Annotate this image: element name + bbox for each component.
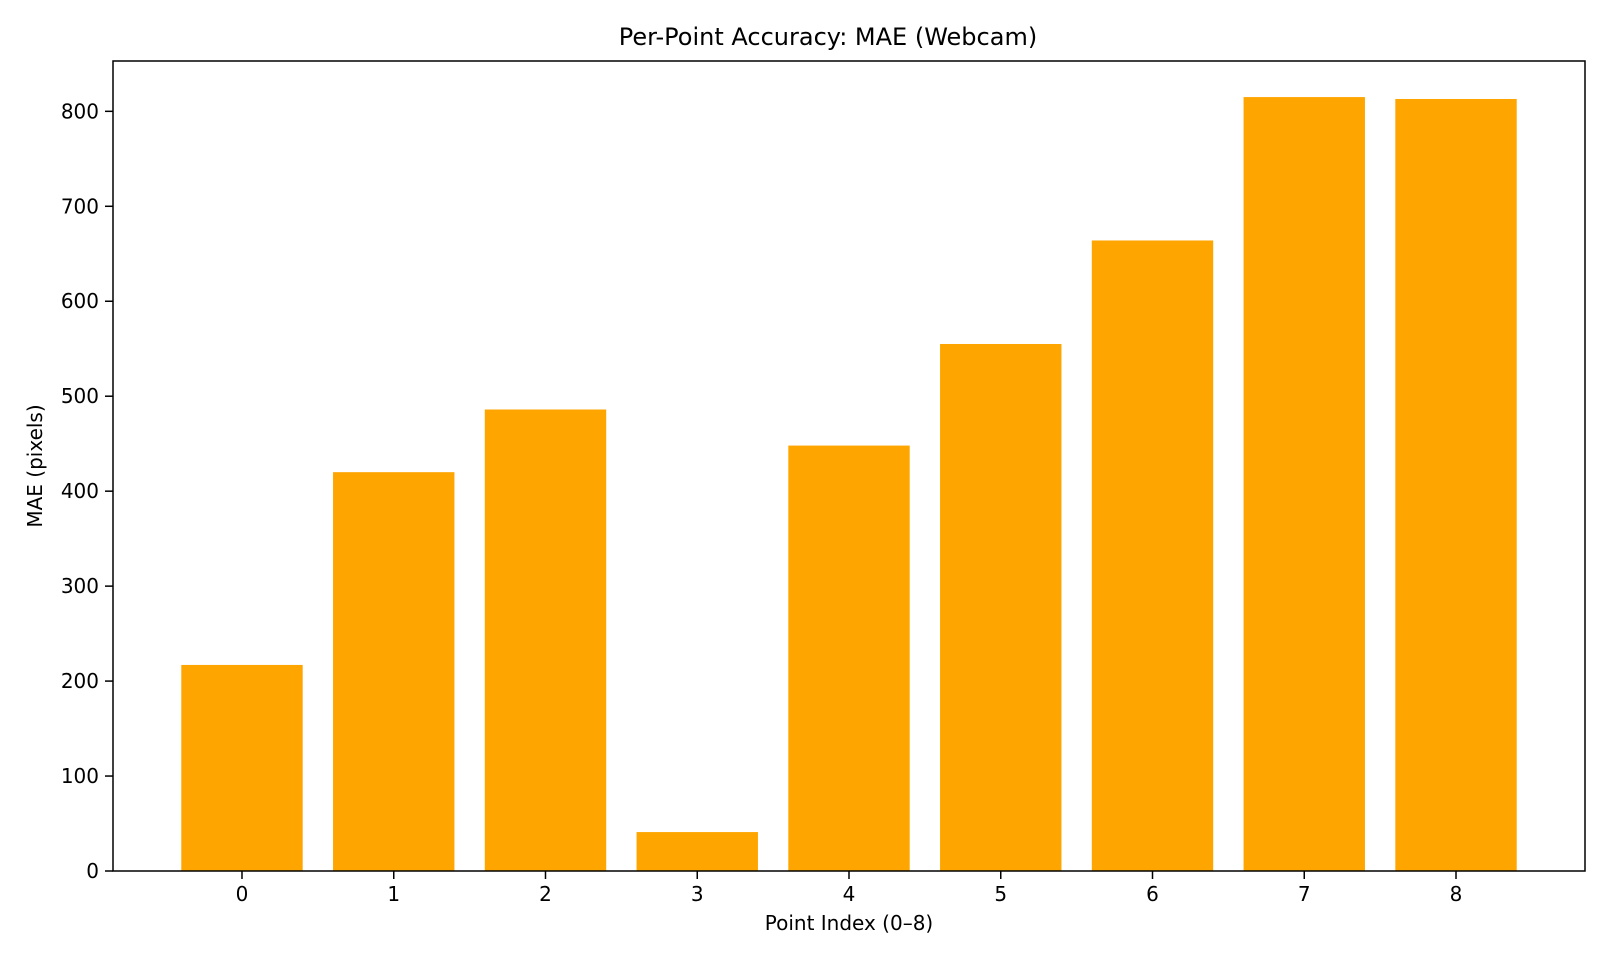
y-tick-label-500: 500 [61,384,99,408]
y-tick-label-300: 300 [61,574,99,598]
y-tick-label-0: 0 [86,859,99,883]
bar-8 [1395,98,1517,872]
bar-7 [1243,97,1365,871]
x-tick-label-8: 8 [1450,882,1463,906]
bar-2 [484,409,607,871]
x-tick-label-2: 2 [539,882,552,906]
bar-4 [788,445,910,871]
y-tick-label-600: 600 [61,289,99,313]
x-tick-label-1: 1 [387,882,400,906]
x-tick-label-0: 0 [236,882,249,906]
bar-0 [181,664,303,871]
x-tick-label-7: 7 [1298,882,1311,906]
bar-1 [333,472,455,871]
y-tick-label-700: 700 [61,194,99,218]
chart-title: Per-Point Accuracy: MAE (Webcam) [619,23,1037,51]
x-tick-label-4: 4 [843,882,856,906]
x-tick-label-3: 3 [691,882,704,906]
y-tick-label-100: 100 [61,764,99,788]
x-axis-label: Point Index (0–8) [765,911,934,935]
x-tick-label-6: 6 [1146,882,1159,906]
bars-group [181,97,1517,872]
y-tick-label-200: 200 [61,669,99,693]
bar-5 [940,343,1062,872]
y-axis: 0 100 200 300 400 500 600 700 800 [61,99,113,883]
x-axis: 0 1 2 3 4 5 6 7 8 [236,871,1463,906]
y-tick-label-800: 800 [61,99,99,123]
y-axis-label: MAE (pixels) [23,404,47,527]
bar-6 [1091,240,1214,872]
bar-3 [636,832,758,871]
x-tick-label-5: 5 [994,882,1007,906]
y-tick-label-400: 400 [61,479,99,503]
